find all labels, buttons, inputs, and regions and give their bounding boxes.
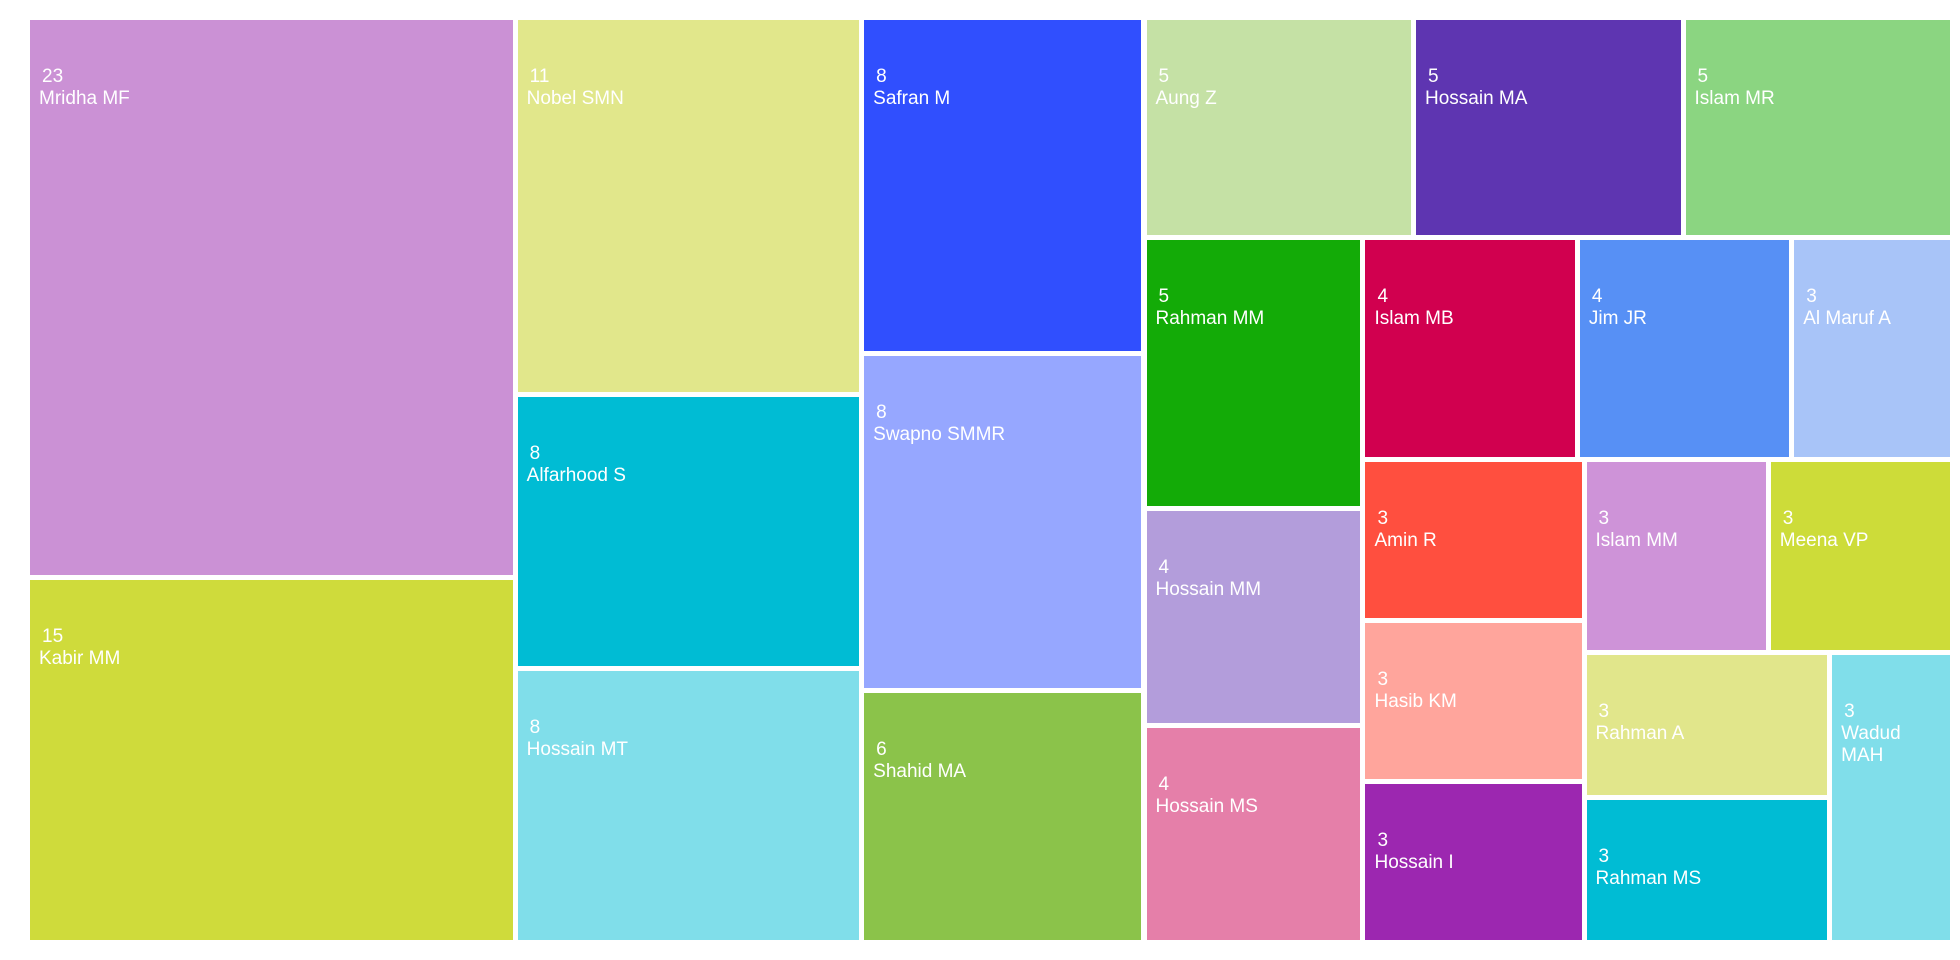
tile: 5 Rahman MM [1146, 240, 1361, 507]
tile: 3 Wadud MAH [1832, 655, 1950, 940]
tile: 3 Islam MM [1586, 461, 1766, 651]
value-label: 3 [1377, 507, 1389, 529]
tile: 15 Kabir MM [30, 579, 513, 940]
value-label: 4 [1158, 774, 1170, 796]
value-label: 4 [1158, 557, 1170, 579]
value-label: 3 [1598, 507, 1610, 529]
tile: 8 Safran M [864, 20, 1142, 352]
tile: 23 Mridha MF [30, 20, 513, 575]
tile-label: Aung Z [1155, 88, 1217, 109]
tile: 5 Aung Z [1146, 20, 1411, 236]
tile-label: Hossain MA [1425, 88, 1528, 109]
tile: 6 Shahid MA [864, 692, 1142, 940]
tile: 5 Hossain MA [1416, 20, 1681, 236]
tile-label: Swapno SMMR [873, 424, 1006, 446]
tile-label: Rahman MS [1595, 868, 1702, 890]
tile-label: Shahid MA [873, 760, 967, 782]
value-label: 4 [1591, 286, 1603, 308]
tile-label: Amin R [1374, 529, 1437, 551]
tile-label: Islam MM [1595, 529, 1678, 551]
value-label: 5 [1428, 66, 1439, 87]
tile-label: Alfarhood S [526, 464, 626, 486]
tile: 8 Alfarhood S [517, 396, 860, 666]
tile: 3 Amin R [1365, 461, 1582, 618]
tile-label: Hossain I [1374, 851, 1454, 873]
tile-label: Rahman MM [1155, 308, 1265, 330]
tile: 4 Jim JR [1579, 240, 1790, 457]
tile-label: Mridha MF [39, 88, 130, 109]
tile-label: Kabir MM [39, 647, 121, 669]
tile: 4 Hossain MM [1146, 511, 1361, 724]
value-label: 5 [1158, 286, 1170, 308]
tile: 4 Hossain MS [1146, 728, 1361, 940]
value-label: 8 [876, 402, 887, 424]
value-label: 8 [529, 442, 541, 464]
tile: 5 Islam MR [1685, 20, 1950, 236]
tile: 8 Hossain MT [517, 670, 860, 940]
value-label: 3 [1844, 701, 1855, 723]
value-label: 3 [1598, 846, 1610, 868]
value-label: 3 [1377, 668, 1389, 690]
value-label: 11 [529, 66, 550, 87]
tile: 4 Islam MB [1365, 240, 1575, 457]
value-label: 5 [1697, 66, 1709, 87]
tile: 3 Rahman A [1586, 655, 1828, 795]
tile-label: Hossain MS [1155, 796, 1258, 818]
value-label: 23 [42, 66, 64, 87]
value-label: 5 [1158, 66, 1170, 87]
tile: 3 Hasib KM [1365, 622, 1582, 779]
value-label: 3 [1806, 286, 1817, 308]
tile: 11 Nobel SMN [517, 20, 860, 392]
tile-label: Safran M [873, 88, 951, 109]
value-label: 15 [42, 625, 64, 647]
value-label: 6 [876, 738, 887, 760]
tile-label: Jim JR [1588, 308, 1647, 330]
tile-label: Hossain MM [1155, 579, 1262, 601]
tile-label: Wadud MAH [1841, 723, 1901, 767]
tile-label: Islam MR [1694, 88, 1775, 109]
value-label: 8 [876, 66, 887, 87]
tile-label: Hasib KM [1374, 690, 1457, 712]
value-label: 3 [1377, 829, 1389, 851]
value-label: 4 [1377, 286, 1389, 308]
value-label: 3 [1782, 507, 1794, 529]
tile: 3 Hossain I [1365, 783, 1582, 940]
tile-label: Hossain MT [526, 738, 629, 760]
tile-label: Nobel SMN [526, 88, 624, 109]
tile: 3 Meena VP [1770, 461, 1950, 651]
tile: 8 Swapno SMMR [864, 356, 1142, 688]
tile: 3 Al Maruf A [1794, 240, 1950, 457]
tile-label: Meena VP [1779, 529, 1869, 551]
tile-label: Islam MB [1374, 308, 1454, 330]
value-label: 3 [1598, 701, 1610, 723]
tile: 3 Rahman MS [1586, 800, 1828, 940]
tile-label: Rahman A [1595, 723, 1685, 745]
tile-label: Al Maruf A [1803, 308, 1891, 330]
value-label: 8 [529, 716, 541, 738]
